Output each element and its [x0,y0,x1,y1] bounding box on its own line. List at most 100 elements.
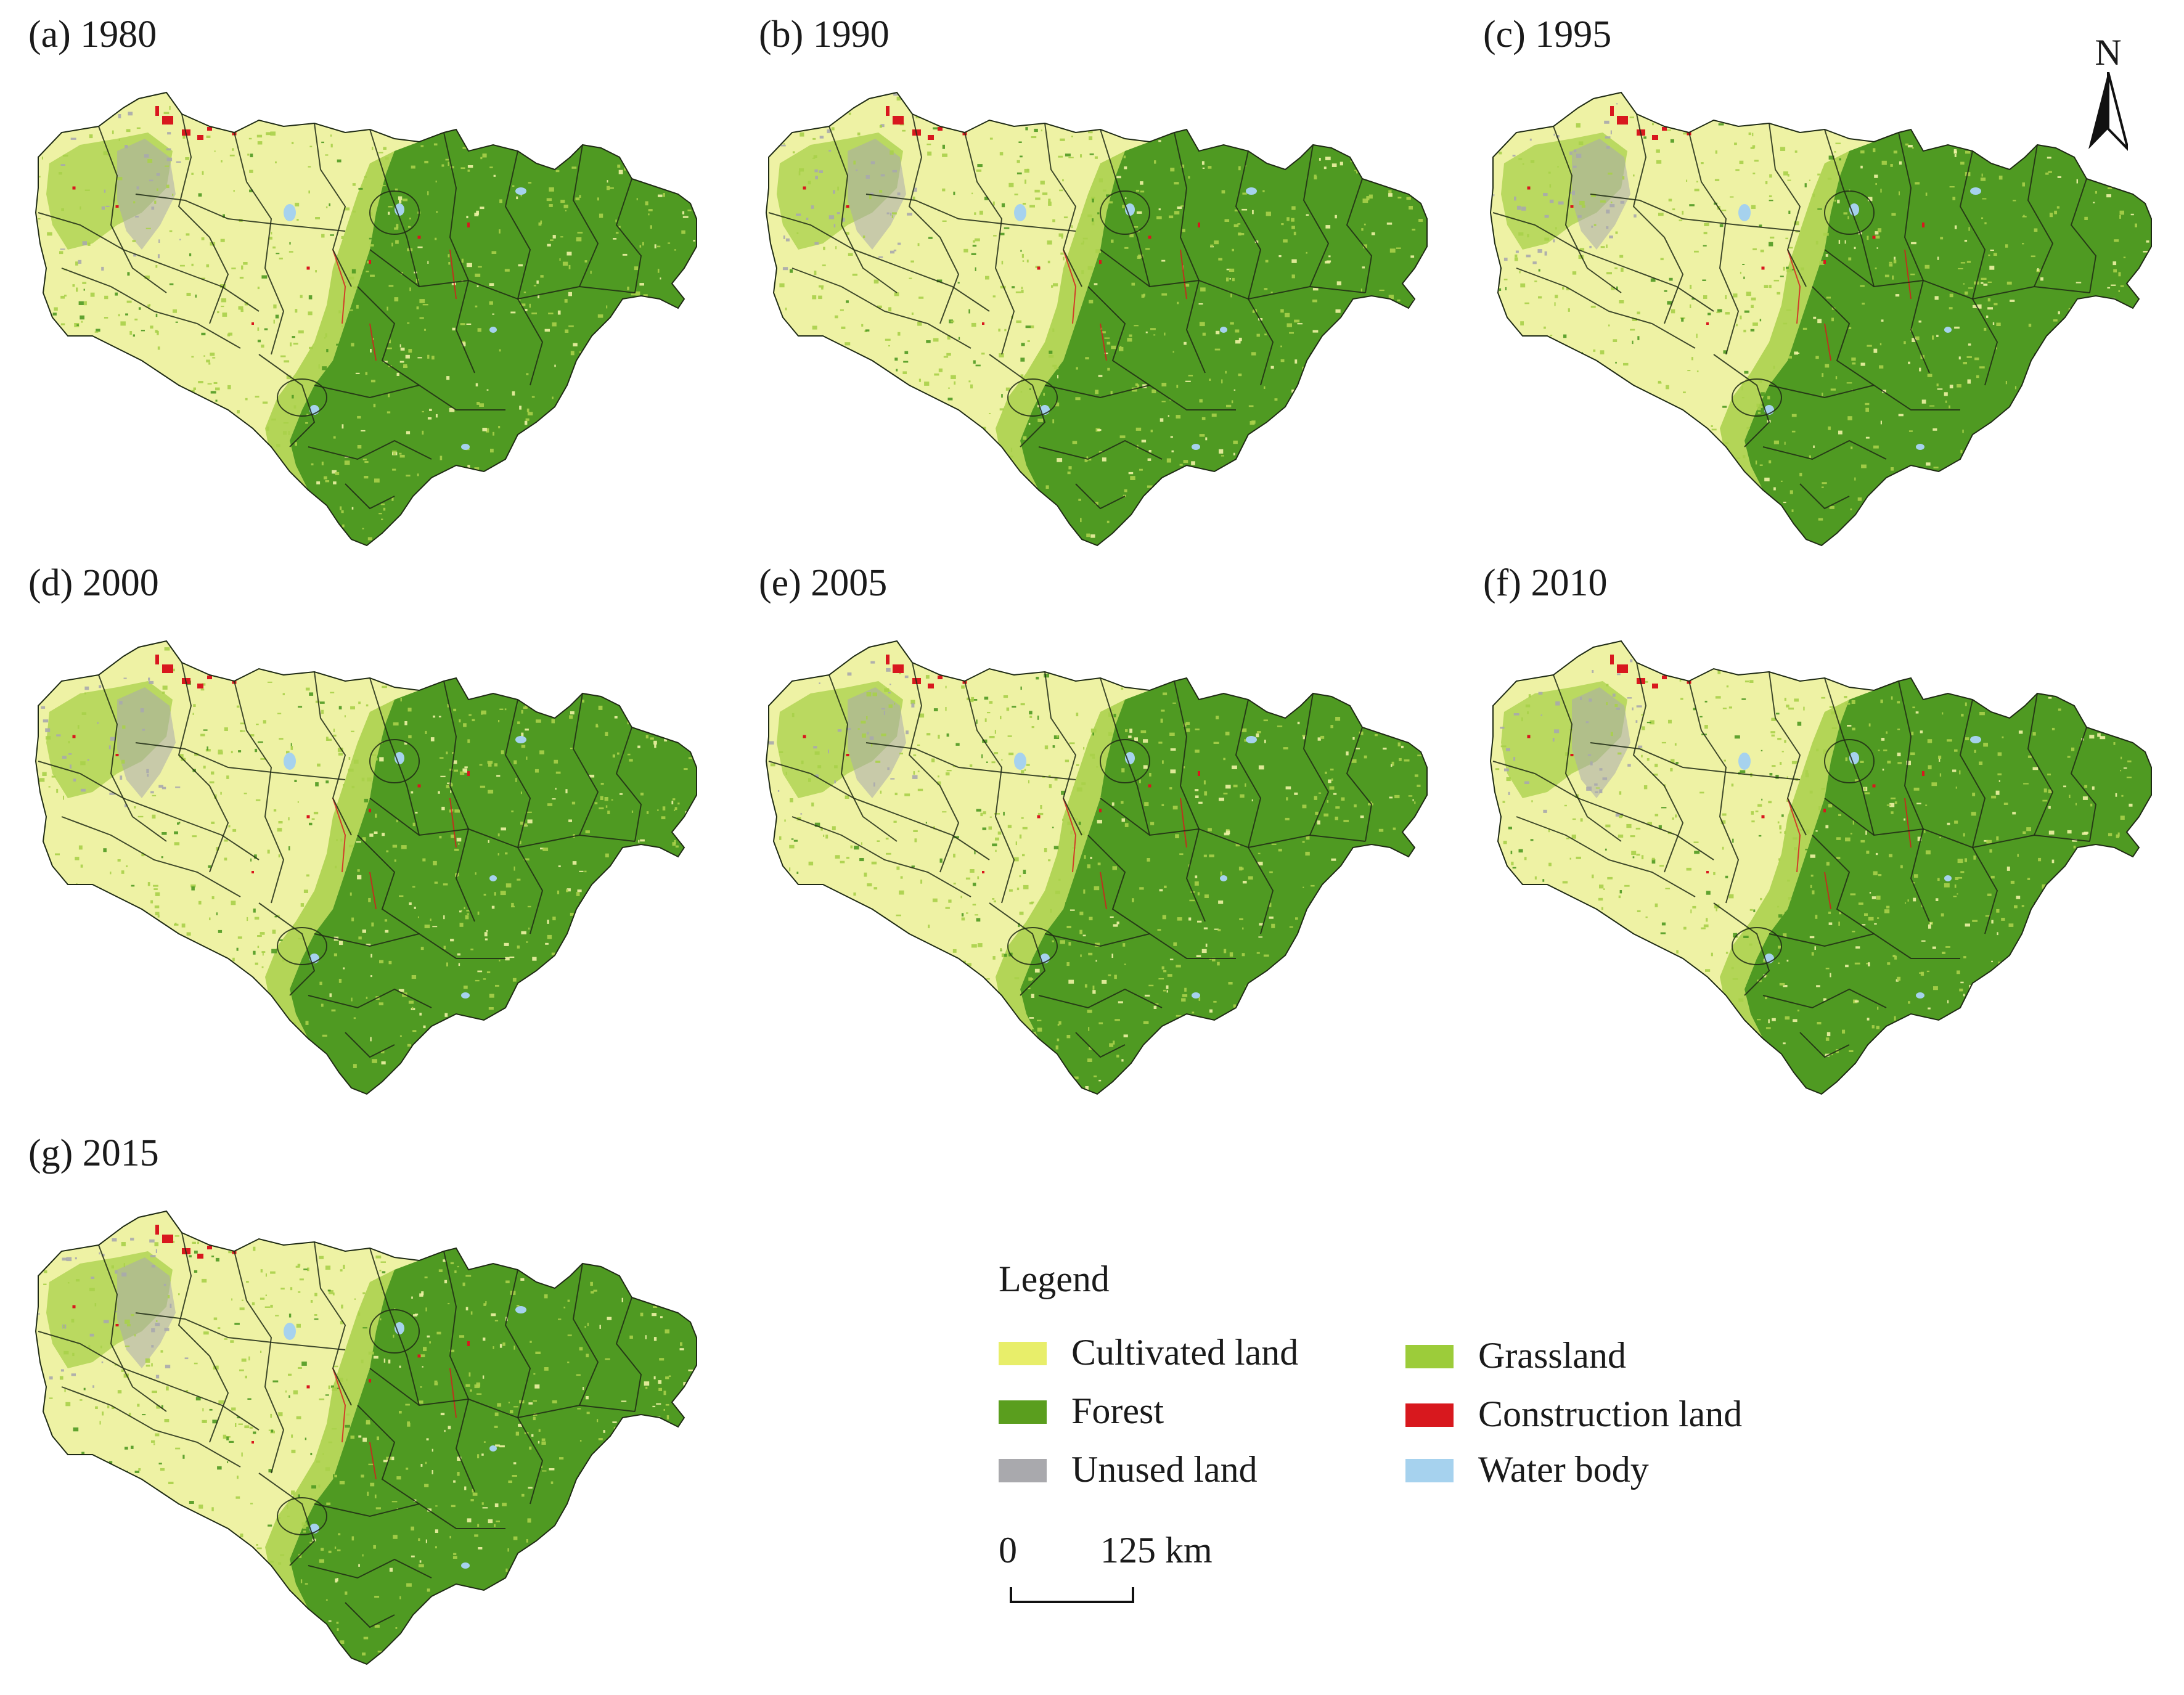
land-patch [1593,224,1597,226]
land-patch [644,1381,650,1386]
land-patch [345,1591,348,1595]
land-patch [1704,725,1708,729]
land-patch [388,285,394,287]
land-patch [599,1325,601,1329]
land-patch [395,188,398,191]
land-patch [314,1293,317,1297]
land-patch [1920,971,1924,976]
land-patch [1271,923,1275,928]
land-patch [1754,160,1759,162]
land-patch [1508,791,1510,795]
land-patch [1242,881,1247,884]
land-patch [202,171,204,175]
land-patch [629,759,633,762]
land-patch [1004,227,1010,229]
land-use-map [765,91,1428,547]
land-patch [1121,801,1124,804]
land-patch [155,265,158,268]
county-boundary [1824,190,1875,235]
land-patch [443,1259,446,1262]
land-patch [1544,251,1547,256]
land-patch [674,807,677,811]
land-patch [1112,866,1117,870]
land-patch [1867,235,1869,240]
land-patch [885,338,891,341]
land-patch [570,351,575,356]
land-patch [412,886,415,888]
land-patch [358,1435,362,1438]
land-patch [1080,518,1082,523]
land-patch [600,796,603,800]
land-patch [640,1312,644,1317]
land-patch [1893,150,1897,153]
land-patch [1958,268,1963,269]
land-patch [577,232,583,234]
land-patch [1805,849,1811,851]
land-patch [1240,794,1245,798]
land-patch [926,340,931,343]
land-patch [262,951,264,956]
legend-swatch [1405,1345,1454,1368]
land-patch [1031,325,1034,329]
land-patch [546,198,552,202]
land-patch [1050,909,1052,913]
land-patch [494,763,498,767]
land-patch [1195,729,1200,730]
land-patch [1743,329,1746,333]
land-patch [179,264,185,267]
land-patch [99,1252,100,1255]
land-patch [550,239,554,241]
land-patch [526,1539,528,1543]
land-patch [354,1298,356,1300]
land-patch [367,1492,369,1496]
land-patch [212,1419,218,1424]
land-patch [460,323,465,325]
land-patch [1080,154,1082,158]
land-patch [2022,182,2025,187]
land-patch [1871,896,1876,899]
land-patch [1771,717,1777,721]
land-patch [1876,896,1881,900]
land-patch [1028,780,1029,783]
road [369,323,377,361]
land-patch [477,1524,480,1527]
land-patch [1998,175,2003,180]
land-patch [1643,136,1646,139]
land-patch [845,795,849,799]
land-patch [1012,286,1015,288]
land-patch [1113,1040,1115,1045]
land-patch [504,708,507,711]
land-patch [177,822,179,825]
land-patch [1097,429,1102,431]
land-patch [1895,294,1900,297]
county-boundary [314,671,352,836]
land-patch [164,647,170,651]
land-patch [108,1461,113,1464]
county-boundary [98,1244,167,1412]
land-patch [1232,248,1234,251]
land-patch [1174,182,1179,185]
land-patch [294,1022,296,1026]
land-patch [1502,801,1505,803]
land-patch [653,1376,656,1379]
land-patch [1230,293,1232,298]
land-patch [74,323,80,327]
land-patch [1947,739,1952,742]
land-patch [933,127,938,129]
land-patch [1289,926,1293,928]
land-patch [1065,902,1070,906]
land-patch [84,301,87,306]
land-patch [417,916,419,918]
land-patch [1944,392,1948,396]
land-patch [1616,708,1620,710]
land-patch [942,220,947,222]
land-patch [54,307,58,311]
land-patch [250,153,253,158]
land-patch [117,859,121,862]
county-boundary [369,798,636,849]
land-patch [1221,455,1224,457]
land-patch [2022,243,2024,245]
land-patch [1605,136,1611,139]
land-patch [1732,978,1738,980]
land-patch [1608,324,1610,327]
